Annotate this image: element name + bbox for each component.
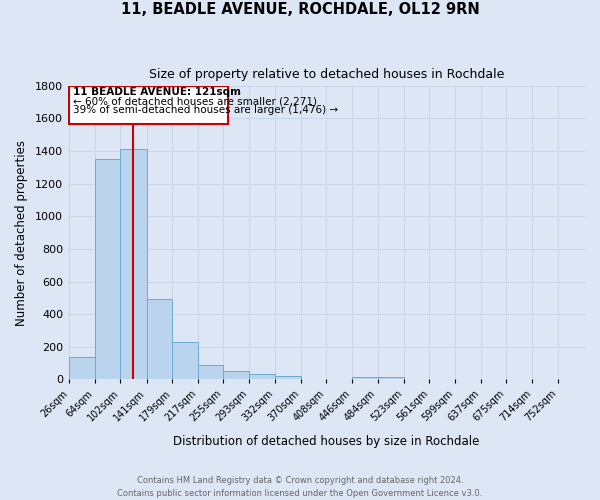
Bar (121, 150, 147, 380)
Bar (377, 377, 404, 380)
Bar (95, 159, 121, 380)
X-axis label: Distribution of detached houses by size in Rochdale: Distribution of detached houses by size … (173, 434, 479, 448)
Bar (352, 377, 377, 380)
Bar (147, 300, 172, 380)
Text: Contains HM Land Registry data © Crown copyright and database right 2024.
Contai: Contains HM Land Registry data © Crown c… (118, 476, 482, 498)
Y-axis label: Number of detached properties: Number of detached properties (15, 140, 28, 326)
Bar (249, 374, 275, 380)
Bar (69, 86, 228, 124)
Bar (275, 376, 301, 380)
Bar (198, 366, 223, 380)
Title: Size of property relative to detached houses in Rochdale: Size of property relative to detached ho… (149, 68, 504, 80)
Text: 11, BEADLE AVENUE, ROCHDALE, OL12 9RN: 11, BEADLE AVENUE, ROCHDALE, OL12 9RN (121, 2, 479, 18)
Text: 39% of semi-detached houses are larger (1,476) →: 39% of semi-detached houses are larger (… (73, 106, 338, 116)
Text: ← 60% of detached houses are smaller (2,271): ← 60% of detached houses are smaller (2,… (73, 96, 317, 106)
Bar (223, 371, 249, 380)
Bar (69, 356, 95, 380)
Bar (172, 342, 198, 380)
Text: 11 BEADLE AVENUE: 121sqm: 11 BEADLE AVENUE: 121sqm (73, 88, 241, 98)
